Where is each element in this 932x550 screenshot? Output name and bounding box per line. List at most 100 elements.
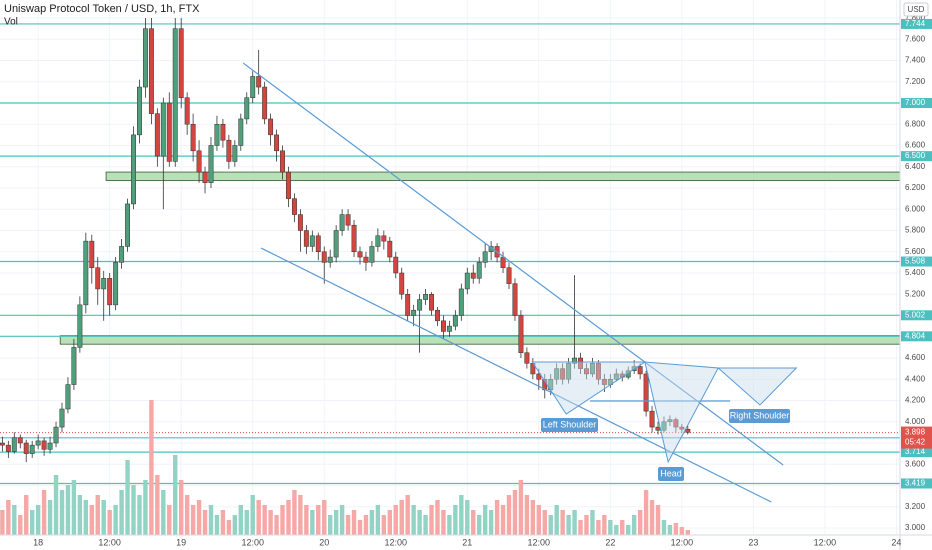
volume-bar [608, 520, 613, 535]
candle-body [291, 198, 297, 215]
candle-body [35, 440, 41, 446]
candle-body [59, 408, 65, 428]
volume-bar [196, 500, 202, 535]
x-tick-label: 12:00 [528, 537, 551, 547]
y-tick-label: 5.400 [905, 268, 926, 277]
volume-bar [387, 510, 393, 535]
volume-bar [596, 520, 601, 535]
volume-bar [178, 480, 184, 535]
volume-bar [71, 480, 77, 535]
volume-bar [339, 505, 345, 535]
candle-body [435, 309, 440, 322]
volume-bar [310, 510, 315, 535]
volume-bar [357, 520, 363, 535]
level-label: 3.419 [905, 479, 926, 488]
volume-bar [155, 475, 160, 535]
pattern-label: Head [660, 468, 682, 478]
volume-bar [435, 500, 440, 535]
volume-bar [381, 515, 387, 535]
volume-bar [393, 505, 398, 535]
volume-bar [631, 515, 637, 535]
pattern-triangle [531, 361, 647, 415]
volume-bar [262, 505, 267, 535]
volume-bar [220, 510, 226, 535]
candle-body [119, 246, 125, 263]
volume-bar [375, 505, 381, 535]
y-tick-label: 3.600 [905, 459, 926, 468]
volume-bar [250, 495, 255, 535]
volume-bar [572, 510, 577, 535]
volume-bar [554, 505, 559, 535]
level-label-bg [901, 478, 932, 489]
candle-body [446, 325, 452, 332]
volume-bar [18, 515, 23, 535]
candle-body [679, 426, 685, 430]
candle-body [560, 368, 566, 380]
volume-bar [77, 495, 83, 535]
volume-bar [137, 495, 142, 535]
candle-body [375, 235, 381, 247]
volume-bar [643, 490, 649, 535]
last-price-bg [901, 426, 932, 449]
volume-bar [536, 505, 542, 535]
candle-body [125, 203, 130, 247]
candle-body [440, 320, 446, 332]
x-tick-label: 12:00 [384, 537, 407, 547]
candle-body [429, 294, 434, 311]
volume-bar [453, 505, 458, 535]
volume-bar [184, 495, 190, 535]
volume-bar [280, 505, 285, 535]
volume-bar [286, 500, 291, 535]
volume-bar [29, 510, 35, 535]
level-label: 3.714 [905, 447, 926, 456]
level-label: 7.000 [905, 98, 926, 107]
volume-bar [447, 515, 452, 535]
y-tick-label: 6.000 [905, 204, 926, 213]
candle-body [178, 28, 184, 98]
volume-bar [661, 520, 667, 535]
volume-bar [614, 525, 619, 535]
candle-body [190, 124, 196, 152]
candle-body [250, 76, 256, 98]
x-tick-label: 21 [462, 537, 472, 547]
candle-body [613, 373, 619, 380]
candle-body [393, 256, 399, 274]
candle-body [244, 97, 250, 120]
volume-bar [95, 495, 100, 535]
volume-bar [161, 490, 166, 535]
volume-bar [649, 500, 655, 535]
candle-body [238, 118, 244, 146]
volume-bar [89, 505, 94, 535]
price-axis-bg [900, 0, 932, 550]
countdown: 05:42 [905, 438, 926, 447]
candle-body [172, 28, 178, 162]
candle-body [327, 256, 333, 263]
y-tick-label: 4.400 [905, 374, 926, 383]
candle-body [196, 150, 202, 173]
pattern-triangle [716, 367, 798, 406]
volume-bar [226, 520, 232, 535]
volume-bar [24, 495, 29, 535]
candle-body [137, 86, 142, 136]
candle-body [303, 230, 309, 247]
y-tick-label: 7.800 [905, 13, 926, 22]
y-tick-label: 6.400 [905, 162, 926, 171]
y-tick-label: 4.600 [905, 353, 926, 362]
candle-body [101, 278, 107, 290]
pattern-label-bg [729, 409, 790, 423]
volume-bar [113, 505, 118, 535]
candle-body [268, 118, 274, 136]
currency[interactable]: USD [908, 5, 925, 14]
candle-body [65, 384, 71, 410]
zone [105, 171, 901, 181]
level-label: 5.002 [905, 310, 926, 319]
y-tick-label: 5.200 [905, 289, 926, 298]
candle-body [399, 272, 405, 295]
candle-body [226, 139, 232, 162]
volume-bar [298, 495, 303, 535]
level-label: 4.804 [905, 331, 926, 340]
candle-body [685, 428, 691, 433]
currency-badge[interactable] [903, 2, 929, 17]
level-label: 5.508 [905, 257, 926, 266]
candle-body [357, 251, 363, 258]
